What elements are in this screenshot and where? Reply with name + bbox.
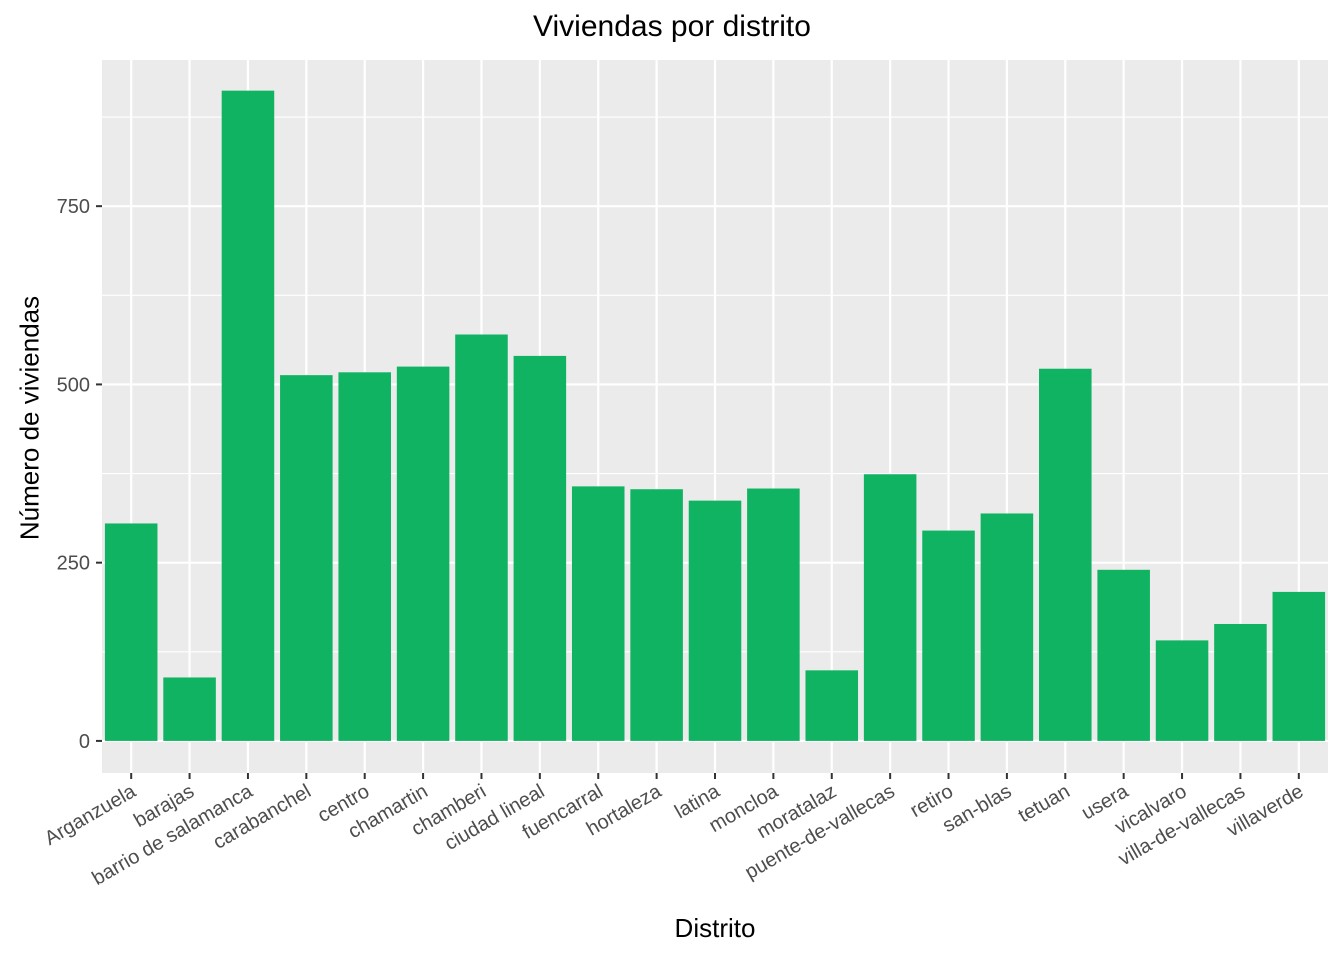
- bar-retiro: [922, 530, 975, 741]
- bar-puente-de-vallecas: [863, 474, 917, 741]
- y-tick-label: 250: [57, 553, 90, 575]
- bar-san-blas: [980, 513, 1034, 741]
- y-tick-label: 500: [57, 374, 90, 396]
- bar-chamartin: [396, 366, 450, 741]
- x-tick-label: Arganzuela: [41, 780, 140, 850]
- bar-barajas: [163, 677, 216, 741]
- bar-vicalvaro: [1155, 640, 1209, 741]
- bar-fuencarral: [571, 486, 625, 741]
- bar-moratalaz: [805, 670, 859, 741]
- bar-barrio-de-salamanca: [221, 90, 275, 741]
- bar-carabanchel: [280, 375, 333, 741]
- bar-usera: [1097, 569, 1150, 741]
- chart-title: Viviendas por distrito: [533, 10, 811, 43]
- bar-villa-de-vallecas: [1214, 623, 1267, 741]
- bar-chamberi: [455, 334, 508, 741]
- x-axis-label: Distrito: [674, 913, 756, 943]
- bar-ciudad-lineal: [513, 355, 567, 741]
- bar-villaverde: [1272, 591, 1326, 741]
- y-tick-label: 0: [79, 731, 90, 753]
- y-axis-label: Número de viviendas: [14, 295, 45, 541]
- y-tick-label: 750: [57, 196, 90, 218]
- bar-moncloa: [747, 488, 800, 741]
- bar-latina: [688, 500, 742, 741]
- bar-centro: [338, 372, 391, 741]
- bar-tetuan: [1039, 368, 1092, 741]
- bar-arganzuela: [104, 523, 158, 741]
- bar-hortaleza: [630, 489, 683, 741]
- x-tick-label: tetuan: [1015, 780, 1074, 827]
